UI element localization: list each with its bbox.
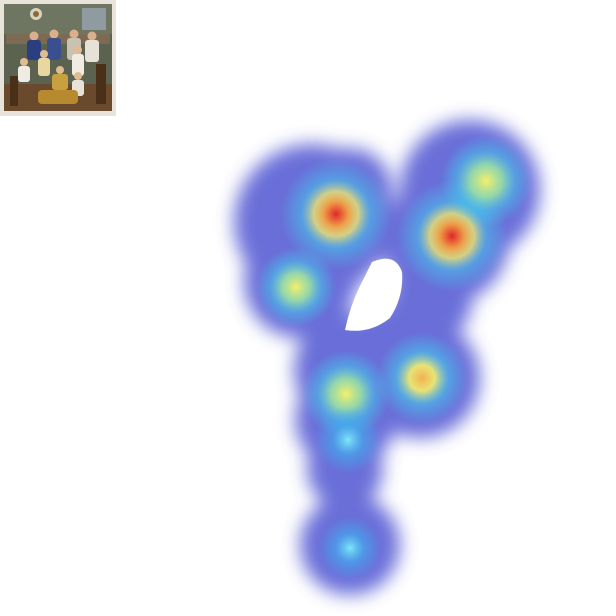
hotspot-bottom	[318, 516, 382, 580]
hotspot-left-mid	[256, 247, 336, 327]
hotspot-center-right	[376, 332, 468, 424]
family-photo-icon	[4, 4, 112, 111]
hotspot-left-upper	[280, 158, 392, 270]
source-photo-thumbnail	[0, 0, 116, 116]
heatmap-gap	[345, 258, 403, 331]
hotspot-top-right	[440, 135, 532, 227]
hotspot-lower	[314, 406, 382, 474]
